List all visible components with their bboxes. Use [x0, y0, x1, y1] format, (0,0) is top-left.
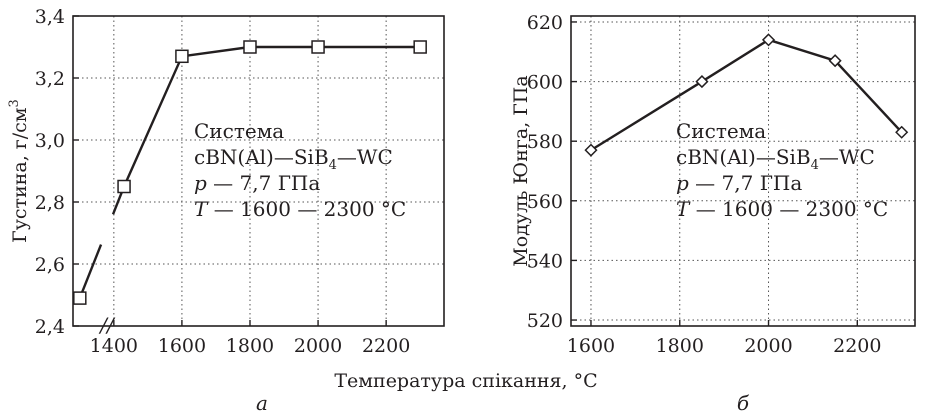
x-tick-label: 1600 — [158, 335, 206, 357]
chart-a: 2,4 2,6 2,8 3,0 3,2 3,4 1400 1600 1800 2000 2200 //… — [7, 6, 445, 415]
panel-label-b: б — [737, 391, 750, 415]
data-point — [175, 49, 189, 64]
y-tick-label: 3,0 — [35, 130, 65, 152]
data-point — [413, 40, 427, 54]
series-line-segment — [78, 244, 103, 299]
x-tick-label: 2200 — [833, 335, 881, 357]
x-tick-label: 1800 — [656, 335, 704, 357]
tick-labels-b: 520 540 560 580 600 620 1600 1800 2000 2200 — [527, 12, 882, 357]
data-point — [243, 40, 257, 54]
annotation-a: Система cBN(Al)—SiB4—WC p — 7,7 ГПа T — … — [194, 119, 406, 221]
annotation-a-line3: p — 7,7 ГПа — [194, 171, 320, 195]
data-point — [761, 33, 776, 47]
axis-break: // — [98, 313, 116, 337]
chart-b: 520 540 560 580 600 620 1600 1800 2000 2200 Модул… — [510, 12, 916, 415]
annotation-a-line1: Система — [194, 119, 284, 143]
y-axis-label-a: Густина, г/см3 — [7, 99, 31, 243]
annotation-b-line1: Система — [676, 119, 766, 143]
panel-label-a: а — [256, 391, 268, 415]
x-tick-label: 2000 — [294, 335, 342, 357]
data-point — [695, 75, 709, 89]
x-tick-label: 1400 — [90, 335, 138, 357]
data-point — [828, 54, 842, 68]
plot-frame-a — [72, 15, 445, 327]
data-point — [117, 179, 131, 194]
annotation-b-line3: p — 7,7 ГПа — [676, 171, 802, 195]
data-point — [584, 143, 598, 157]
x-tick-label: 2000 — [744, 335, 792, 357]
x-tick-label: 2200 — [362, 335, 410, 357]
y-tick-label: 540 — [527, 250, 563, 272]
annotation-a-line2: cBN(Al)—SiB4—WC — [194, 145, 393, 173]
annotation-b-line4: T — 1600 — 2300 °C — [676, 197, 888, 221]
y-axis-label-b: Модуль Юнга, ГПа — [510, 75, 532, 266]
y-tick-label: 620 — [527, 12, 563, 34]
x-tick-label: 1800 — [226, 335, 274, 357]
y-tick-label: 560 — [527, 191, 563, 213]
series-a — [73, 40, 427, 305]
y-tick-label: 580 — [527, 131, 563, 153]
grid-b — [571, 16, 915, 326]
y-tick-label: 600 — [527, 72, 563, 94]
annotation-a-line4: T — 1600 — 2300 °C — [194, 197, 406, 221]
plot-frame-b — [570, 15, 916, 327]
y-tick-label: 2,4 — [35, 316, 65, 338]
grid-a — [73, 16, 444, 326]
data-point — [895, 125, 909, 139]
x-tick-label: 1600 — [567, 335, 615, 357]
y-tick-label: 3,2 — [35, 68, 65, 90]
tick-labels-a: 2,4 2,6 2,8 3,0 3,2 3,4 1400 1600 1800 2000 2200 // — [35, 6, 411, 357]
annotation-b: Система cBN(Al)—SiB4—WC p — 7,7 ГПа T — … — [676, 119, 888, 221]
series-b — [584, 33, 909, 157]
y-tick-label: 2,8 — [35, 192, 65, 214]
annotation-b-line2: cBN(Al)—SiB4—WC — [676, 145, 875, 173]
y-tick-label: 520 — [527, 310, 563, 332]
data-point — [73, 291, 87, 305]
x-axis-label: Температура спікання, °C — [334, 370, 597, 392]
y-tick-label: 2,6 — [35, 254, 65, 276]
data-point — [311, 40, 325, 54]
y-tick-label: 3,4 — [35, 6, 65, 28]
